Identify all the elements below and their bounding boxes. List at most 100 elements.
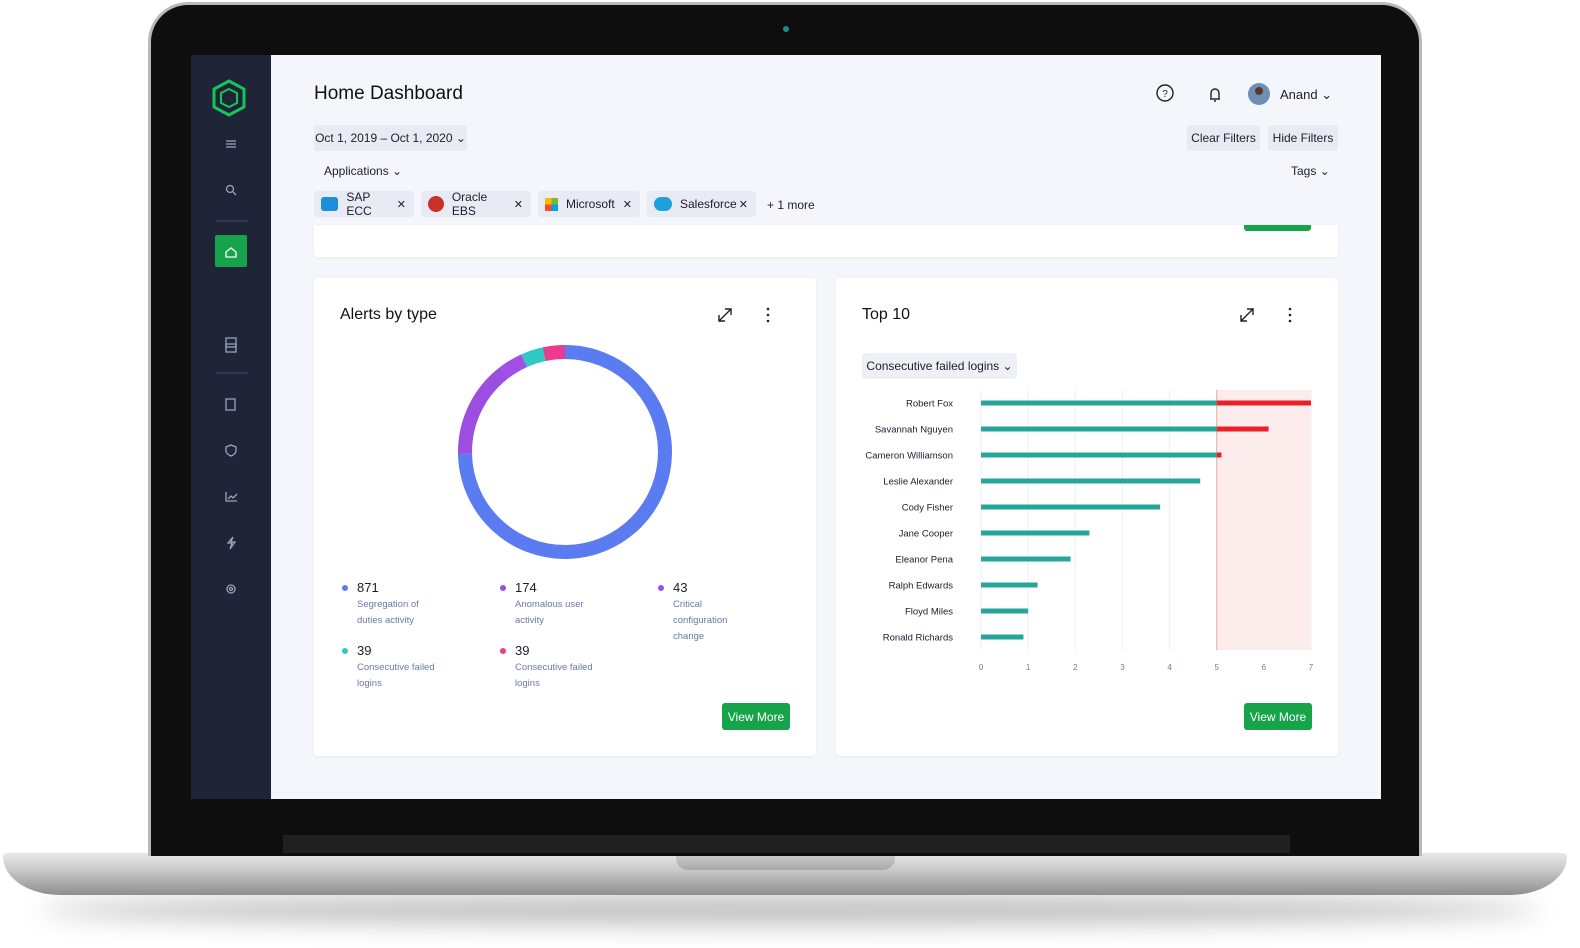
bar — [981, 634, 1024, 640]
legend-value: 39 — [515, 643, 530, 658]
donut-segment — [500, 354, 528, 379]
analytics-icon[interactable] — [225, 492, 238, 502]
sidebar-icons — [212, 79, 248, 594]
date-filter[interactable]: Oct 1, 2019 – Oct 1, 2020 ⌄ — [314, 125, 467, 151]
clear-filters[interactable]: Clear Filters — [1187, 125, 1260, 151]
chip-logo — [428, 196, 444, 212]
chip[interactable]: Microsoft ✕ — [538, 191, 640, 217]
bar — [981, 504, 1161, 510]
view-more-button[interactable]: View More — [1244, 703, 1312, 730]
legend-value: 871 — [357, 580, 379, 595]
donut-segment — [458, 366, 509, 455]
bar — [981, 582, 1038, 588]
x-tick-label: 3 — [1120, 663, 1125, 672]
svg-text:?: ? — [1162, 89, 1168, 100]
x-tick-label: 5 — [1214, 663, 1219, 672]
more-chips[interactable]: + 1 more — [767, 198, 815, 212]
settings-icon[interactable] — [226, 584, 236, 594]
bar-over-threshold — [1216, 400, 1311, 406]
legend-item: 43 Critical configuration change — [658, 580, 755, 645]
y-tick-label: Floyd Miles — [905, 607, 953, 618]
chip-label: SAP ECC — [346, 190, 372, 218]
legend-value: 39 — [357, 643, 372, 658]
y-tick-label: Ronald Richards — [883, 633, 953, 644]
legend-dot — [658, 585, 664, 591]
metric-label[interactable]: Consecutive failed logins — [866, 359, 1000, 373]
y-tick-label: Leslie Alexander — [883, 477, 953, 488]
legend-item: 871 Segregation of duties activity — [342, 580, 439, 629]
board-icon[interactable] — [225, 337, 237, 348]
tags-filter[interactable]: Tags ⌄ — [1291, 164, 1330, 178]
camera — [783, 26, 789, 32]
chip-label: Microsoft — [566, 197, 615, 211]
legend-dot — [342, 648, 348, 654]
x-tick-label: 4 — [1167, 663, 1172, 672]
legend-item: 39 Consecutive failed logins — [342, 643, 439, 692]
bar — [981, 530, 1090, 536]
bolt-icon[interactable] — [226, 536, 237, 550]
report-icon[interactable] — [225, 398, 236, 411]
legend-label: Consecutive failed logins — [515, 662, 593, 689]
donut-segment — [458, 345, 672, 559]
x-tick-label: 7 — [1309, 663, 1314, 672]
laptop-notch — [676, 853, 895, 870]
card-peek — [314, 225, 1338, 257]
legend-label: Consecutive failed logins — [357, 662, 435, 689]
menu-icon[interactable] — [226, 140, 236, 148]
home-icon — [225, 247, 237, 258]
laptop-hinge — [283, 835, 1290, 853]
expand-icon[interactable] — [718, 308, 732, 322]
y-tick-label: Jane Cooper — [899, 529, 953, 540]
view-more-button[interactable]: View More — [722, 703, 790, 730]
y-tick-label: Eleanor Pena — [895, 555, 953, 566]
legend-value: 43 — [673, 580, 688, 595]
kebab-icon[interactable] — [1288, 319, 1292, 323]
button-peek — [1244, 225, 1311, 231]
help-icon[interactable] — [1156, 84, 1174, 102]
donut-segment — [521, 347, 546, 368]
applications-filter[interactable]: Applications ⌄ — [324, 164, 403, 178]
applications-label[interactable]: Applications — [324, 164, 389, 178]
bar — [981, 400, 1311, 406]
chip-logo — [654, 197, 672, 211]
bell-icon[interactable] — [1210, 88, 1220, 102]
date-range[interactable]: Oct 1, 2019 – Oct 1, 2020 — [315, 131, 453, 145]
bar-normal — [981, 582, 1038, 588]
search-icon[interactable] — [225, 184, 235, 194]
legend-item: 174 Anomalous user activity — [500, 580, 597, 629]
legend-dot — [342, 585, 348, 591]
user-menu[interactable]: Anand ⌄ — [1280, 87, 1333, 102]
bar-normal — [981, 452, 1217, 458]
y-tick-label: Cameron Williamson — [865, 451, 953, 462]
home-nav-active[interactable] — [215, 235, 247, 267]
chip-label: Oracle EBS — [451, 190, 488, 218]
bar-normal — [981, 504, 1161, 510]
shield-icon[interactable] — [225, 444, 237, 457]
bar — [981, 426, 1269, 432]
bar-normal — [981, 530, 1090, 536]
y-tick-label: Savannah Nguyen — [875, 425, 953, 436]
legend-value: 174 — [515, 580, 537, 595]
donut-segment — [542, 345, 566, 362]
x-tick-label: 0 — [979, 663, 984, 672]
y-tick-label: Cody Fisher — [902, 503, 953, 514]
legend-dot — [500, 648, 506, 654]
tags-label[interactable]: Tags — [1291, 164, 1317, 178]
bar-normal — [981, 426, 1217, 432]
expand-icon[interactable] — [1240, 308, 1254, 322]
chip[interactable]: Oracle EBS ✕ — [421, 190, 531, 218]
hide-filters[interactable]: Hide Filters — [1268, 125, 1338, 151]
metric-dropdown[interactable]: Consecutive failed logins ⌄ — [862, 353, 1017, 379]
chip-logo — [321, 197, 339, 211]
chip-logo — [545, 197, 558, 211]
kebab-icon[interactable] — [766, 319, 770, 323]
chip[interactable]: SAP ECC ✕ — [314, 190, 414, 218]
chip[interactable]: Salesforce ✕ — [647, 191, 756, 217]
legend-dot — [500, 585, 506, 591]
user-name[interactable]: Anand — [1280, 87, 1318, 102]
bar — [981, 608, 1029, 614]
logo-inner — [220, 87, 238, 109]
sidebar — [191, 55, 271, 799]
bar-normal — [981, 608, 1029, 614]
